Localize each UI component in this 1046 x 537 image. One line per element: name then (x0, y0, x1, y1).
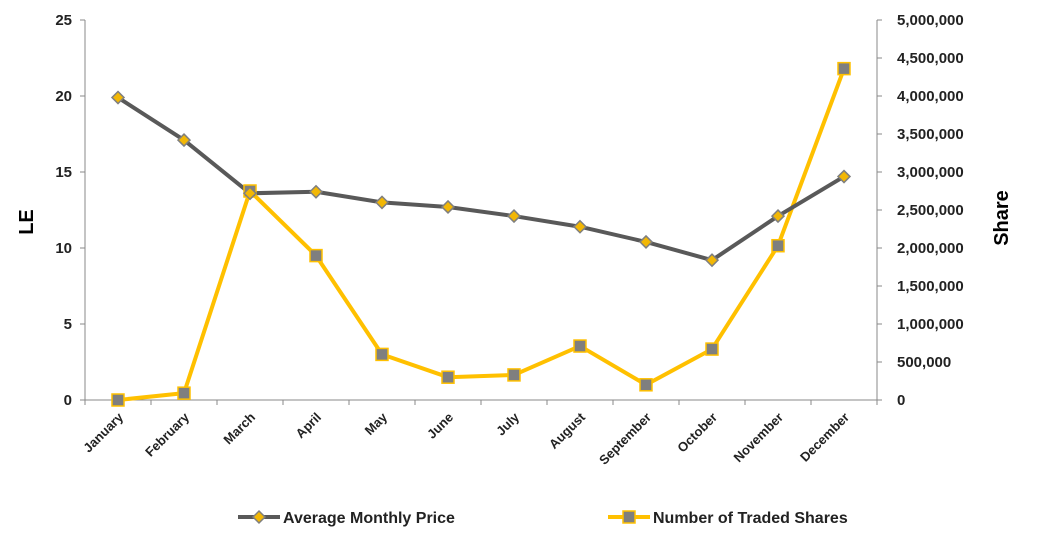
price-data-point (242, 186, 258, 201)
left-tick-label: 0 (64, 392, 72, 409)
x-tick-label: May (362, 409, 391, 438)
right-tick-label: 0 (897, 392, 905, 409)
x-tick-label: August (546, 409, 589, 452)
price-data-point (440, 199, 456, 215)
right-tick-label: 4,000,000 (897, 88, 964, 105)
legend-label: Average Monthly Price (283, 510, 455, 527)
legend-marker (251, 509, 267, 525)
x-tick-label: March (220, 409, 258, 447)
x-tick-label: June (424, 410, 456, 442)
right-tick-label: 500,000 (897, 354, 951, 371)
price-data-point (638, 234, 654, 249)
right-tick-label: 3,000,000 (897, 164, 964, 181)
price-data-point (308, 184, 324, 199)
x-tick-label: October (674, 410, 720, 456)
shares-series-line (117, 67, 846, 402)
left-tick-label: 10 (55, 240, 72, 257)
legend-label: Number of Traded Shares (653, 510, 848, 527)
price-data-point (176, 133, 192, 148)
shares-data-point (837, 61, 851, 76)
shares-data-point (177, 386, 191, 400)
shares-data-point (771, 238, 785, 253)
x-tick-label: January (80, 409, 126, 455)
y-axis-title: LE (16, 209, 38, 235)
right-tick-label: 3,500,000 (897, 126, 964, 143)
series-layer (110, 61, 852, 407)
right-tick-label: 1,500,000 (897, 278, 964, 295)
y2-axis-title: Share (991, 190, 1013, 246)
legend: Average Monthly Price Number of Traded Sh… (238, 509, 848, 527)
x-tick-label: December (797, 410, 852, 465)
right-axis-ticks: 0 500,000 1,000,000 1,500,000 2,000,000 2,500… (877, 12, 964, 409)
shares-data-point (639, 378, 653, 392)
right-tick-label: 5,000,000 (897, 12, 964, 29)
shares-data-point (309, 248, 323, 263)
shares-data-point (705, 342, 719, 356)
right-tick-label: 4,500,000 (897, 50, 964, 67)
right-tick-label: 2,500,000 (897, 202, 964, 219)
x-axis-categories: January February March April May June July Augu… (80, 400, 878, 468)
left-tick-label: 15 (55, 164, 72, 181)
x-tick-label: February (142, 409, 192, 459)
x-tick-label: September (596, 410, 654, 468)
left-tick-label: 5 (64, 316, 72, 333)
legend-marker (622, 510, 636, 524)
price-data-point (836, 169, 852, 184)
shares-data-point (507, 368, 521, 382)
left-tick-label: 20 (55, 88, 72, 105)
price-data-point (572, 219, 588, 234)
left-axis-ticks: 0 5 10 15 20 25 (55, 12, 85, 409)
shares-data-point (441, 370, 455, 384)
x-tick-label: April (293, 410, 325, 442)
price-data-point (506, 209, 522, 224)
right-tick-label: 1,000,000 (897, 316, 964, 333)
price-series-line (116, 95, 846, 263)
price-data-point (374, 195, 390, 210)
price-data-point (110, 90, 126, 105)
right-tick-label: 2,000,000 (897, 240, 964, 257)
x-tick-label: July (493, 409, 523, 439)
x-tick-label: November (731, 410, 787, 466)
price-data-point (704, 253, 720, 268)
price-data-point (770, 209, 786, 224)
left-tick-label: 25 (55, 12, 72, 29)
shares-data-point (375, 347, 389, 362)
shares-data-point (111, 393, 125, 407)
shares-data-point (573, 339, 587, 353)
